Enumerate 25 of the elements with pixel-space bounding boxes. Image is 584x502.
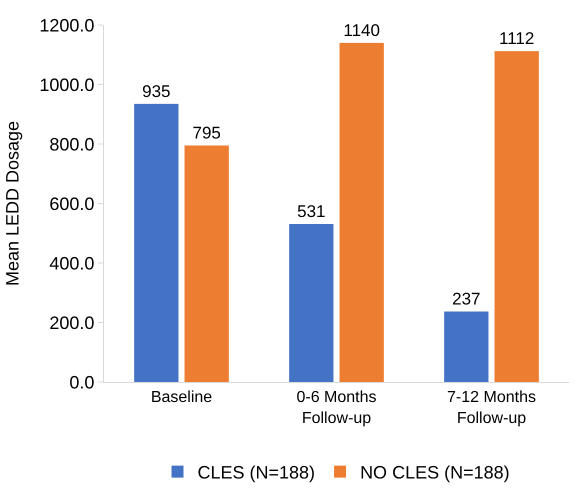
x-tick-label: Baseline (150, 389, 212, 406)
bar (289, 224, 334, 382)
data-label: 935 (142, 82, 171, 101)
data-label: 531 (297, 202, 326, 222)
legend-label: CLES (N=188) (198, 462, 316, 483)
bar (444, 311, 488, 382)
bar (184, 145, 229, 382)
y-tick-label: 1200.0 (39, 15, 94, 36)
bar (494, 51, 539, 382)
y-tick-label: 0.0 (69, 372, 94, 392)
data-label: 1112 (499, 29, 534, 48)
x-tick-label: 0-6 Months Follow-up (296, 389, 377, 427)
bar (134, 104, 178, 382)
y-tick-label: 1000.0 (39, 74, 94, 95)
data-label: 237 (452, 289, 481, 308)
y-tick-label: 200.0 (49, 312, 94, 333)
x-tick-label: 7-12 Months Follow-up (447, 389, 536, 427)
data-label: 1140 (343, 20, 380, 40)
y-tick-label: 600.0 (49, 194, 94, 214)
y-tick-label: 400.0 (49, 253, 94, 274)
bar (340, 42, 384, 382)
y-tick-label: 800.0 (49, 134, 94, 154)
data-label: 795 (192, 123, 221, 142)
legend-label: NO CLES (N=188) (360, 462, 510, 483)
y-axis-title: Mean LEDD Dosage (2, 120, 23, 286)
